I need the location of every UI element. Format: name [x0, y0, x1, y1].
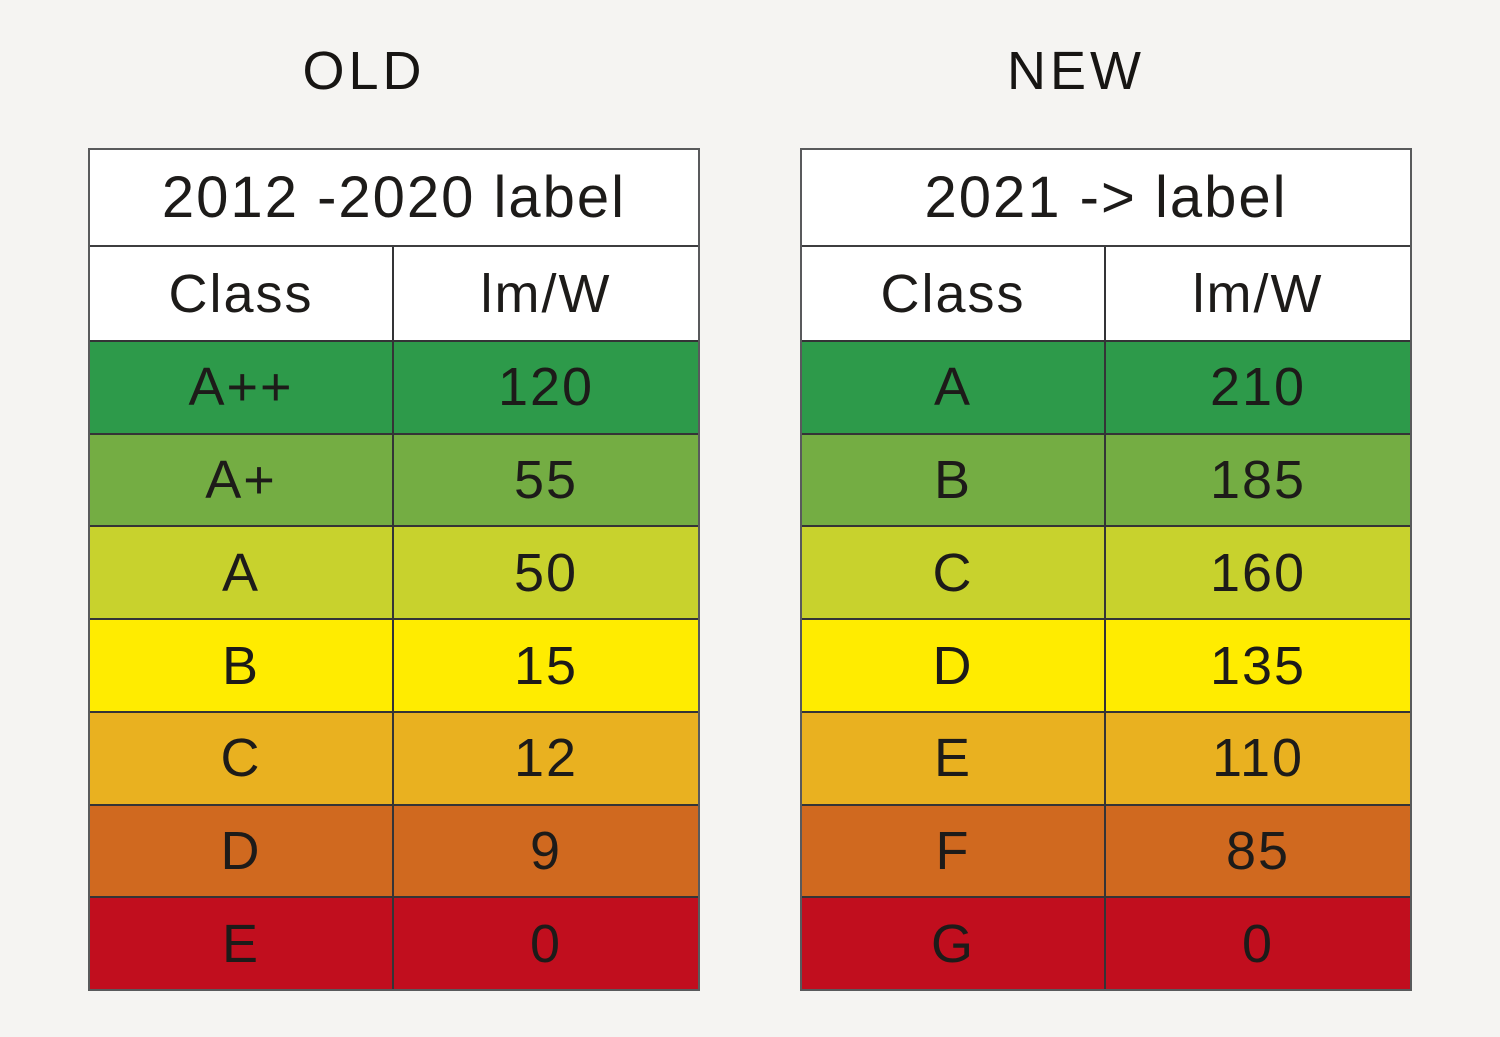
table-row: D 9 [90, 803, 698, 897]
table-header-new: 2021 -> label [802, 150, 1410, 247]
table-header-old: 2012 -2020 label [90, 150, 698, 247]
table-row: F 85 [802, 803, 1410, 897]
class-cell: C [802, 527, 1106, 619]
value-cell: 160 [1209, 542, 1307, 603]
class-cell: D [90, 805, 394, 897]
class-cell: D [802, 620, 1106, 711]
value-cell: 210 [1209, 357, 1307, 418]
value-cell: 185 [1209, 450, 1307, 511]
class-cell: B [802, 434, 1106, 526]
old-table-title: OLD [302, 41, 426, 101]
old-label-table: 2012 -2020 label Class lm/W A++ 120 A+ 5… [88, 148, 700, 991]
column-header-row: Class lm/W [90, 247, 698, 340]
column-header-class: Class [802, 247, 1106, 340]
class-cell: G [802, 898, 1106, 990]
table-row: A 210 [802, 340, 1410, 433]
table-row: D 135 [802, 618, 1410, 711]
value-cell: 120 [497, 357, 595, 418]
value-cell: 85 [1225, 820, 1291, 881]
table-row: A 50 [90, 525, 698, 619]
value-cell: 50 [513, 542, 579, 603]
value-cell: 110 [1211, 728, 1305, 789]
value-cell: 9 [529, 820, 563, 881]
column-header-class: Class [90, 247, 394, 340]
value-cell: 55 [513, 450, 579, 511]
new-table-title: NEW [1007, 41, 1145, 101]
class-cell: A [90, 527, 394, 619]
new-label-table: 2021 -> label Class lm/W A 210 B 185 C 1… [800, 148, 1412, 991]
table-row: B 15 [90, 618, 698, 711]
table-row: C 160 [802, 525, 1410, 619]
value-cell: 0 [529, 913, 563, 974]
value-cell: 12 [513, 728, 579, 789]
column-header-row: Class lm/W [802, 247, 1410, 340]
class-cell: E [90, 898, 394, 990]
class-cell: C [90, 712, 394, 804]
value-cell: 135 [1209, 635, 1307, 696]
table-row: E 110 [802, 710, 1410, 804]
class-cell: B [90, 620, 394, 711]
table-row: A+ 55 [90, 432, 698, 526]
class-cell: A++ [90, 342, 394, 433]
column-header-lmw: lm/W [480, 263, 612, 324]
table-row: B 185 [802, 432, 1410, 526]
value-cell: 0 [1241, 913, 1275, 974]
value-cell: 15 [513, 635, 579, 696]
class-cell: A [802, 342, 1106, 433]
table-row: E 0 [90, 896, 698, 990]
column-header-lmw: lm/W [1192, 263, 1324, 324]
class-cell: E [802, 712, 1106, 804]
class-cell: F [802, 805, 1106, 897]
class-cell: A+ [90, 434, 394, 526]
table-row: A++ 120 [90, 340, 698, 433]
table-row: G 0 [802, 896, 1410, 990]
table-row: C 12 [90, 710, 698, 804]
